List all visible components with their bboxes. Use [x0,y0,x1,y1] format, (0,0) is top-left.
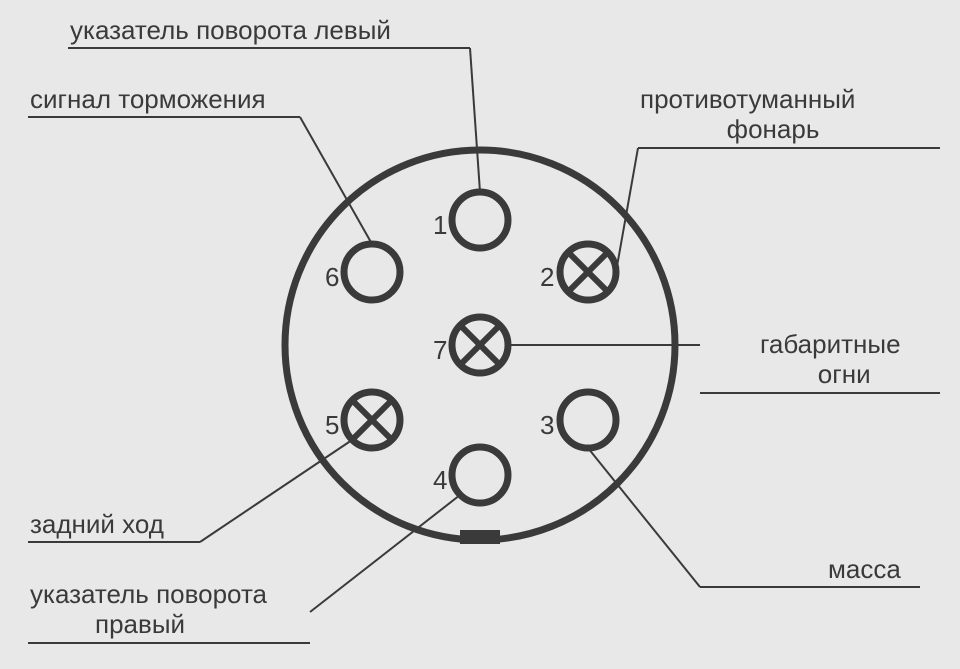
pin-number-3: 3 [540,410,554,441]
pin-number-7: 7 [433,335,447,366]
lbl2: противотуманный фонарь [640,85,855,145]
diagram-canvas: 1 2 3 4 5 6 7 указатель поворота левый сигнал то… [0,0,960,669]
lbl7: габаритные огни [760,330,901,390]
pin-number-6: 6 [325,262,339,293]
pin-number-4: 4 [433,465,447,496]
lbl1: указатель поворота левый [70,16,391,46]
lbl6: сигнал торможения [30,85,266,115]
pin-number-2: 2 [540,262,554,293]
pin-number-1: 1 [433,210,447,241]
pin-number-5: 5 [325,410,339,441]
lbl3: масса [828,555,901,585]
lbl4: указатель поворота правый [30,580,267,640]
lbl5: задний ход [30,510,164,540]
